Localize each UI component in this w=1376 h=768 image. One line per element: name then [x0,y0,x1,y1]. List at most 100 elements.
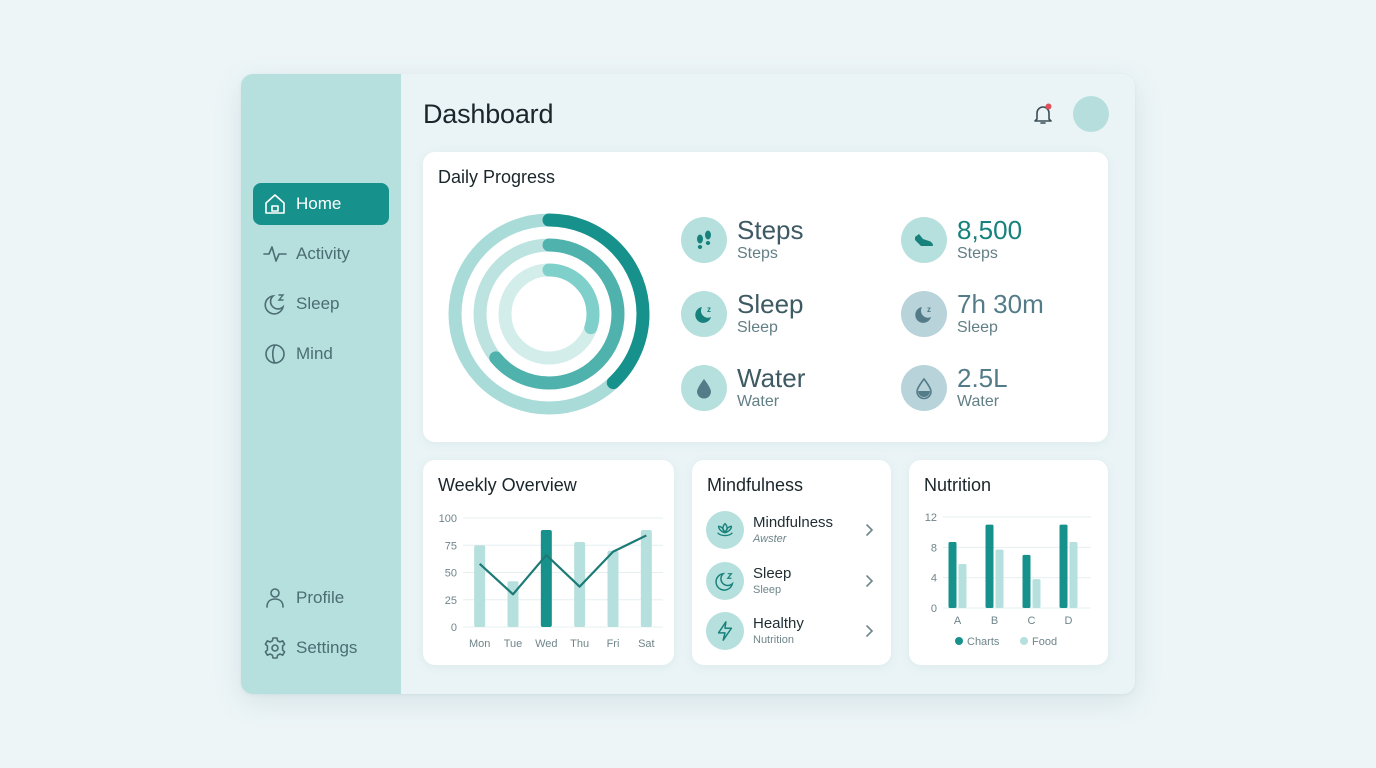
metric-steps-value: 8,500 Steps [901,216,1022,264]
mindfulness-card: Mindfulness Mindfulness Awster Sleep Sleep [692,460,891,665]
user-icon [266,588,284,608]
item-title: Sleep [753,565,792,582]
svg-text:D: D [1065,615,1073,627]
bar-Fri [607,550,619,627]
svg-text:Fri: Fri [607,638,620,650]
sidebar-item-settings[interactable]: Settings [253,627,389,669]
bar-Food-A [958,564,967,608]
legend-swatch [1020,637,1028,645]
activity-icon [263,246,287,262]
sidebar-item-sleep[interactable]: Sleep [253,283,389,325]
sidebar-item-label: Mind [296,344,333,363]
weekly-overview-chart: 0 25 50 75 100 Mon Tue Wed Thu Fri Sat [439,513,663,650]
brain-icon [265,344,285,364]
water-drop-icon [681,365,727,411]
svg-text:z: z [927,305,931,314]
trend-line [478,534,647,596]
item-title: Mindfulness [753,514,834,531]
sidebar-item-mind[interactable]: Mind [253,333,389,375]
metric-subtitle: Water [737,393,780,410]
sidebar-item-label: Activity [296,244,350,263]
metric-label: Steps [957,245,998,262]
metric-subtitle: Steps [737,245,778,262]
gear-icon [264,637,286,659]
svg-text:B: B [991,615,998,627]
sidebar-item-label: Home [296,194,342,213]
ring-inner-progress [498,263,600,365]
chevron-right-icon [866,524,874,536]
sidebar: Home Activity Sleep Mind Profile Setting… [241,74,401,694]
svg-text:25: 25 [445,595,457,607]
daily-progress-title: Daily Progress [438,167,556,187]
metric-water-value: 2.5L Water [901,364,1008,412]
item-subtitle: Sleep [753,584,782,596]
svg-text:75: 75 [445,540,457,552]
chevron-right-icon [866,575,874,587]
bar-Food-C [1032,579,1041,608]
metric-title: Sleep [737,289,804,319]
mindfulness-item-mindfulness[interactable]: Mindfulness Awster [706,509,876,551]
moon-icon [706,562,744,600]
metric-steps: Steps Steps [681,216,804,264]
item-title: Healthy [753,615,804,632]
bar-Food-D [1069,542,1078,608]
legend-swatch [955,637,963,645]
footprints-icon [681,217,727,263]
sidebar-item-home[interactable]: Home [253,183,389,225]
svg-text:4: 4 [931,573,937,585]
legend-label: Charts [967,636,1000,648]
lightning-icon [706,612,744,650]
sidebar-item-label: Settings [296,638,358,657]
svg-text:8: 8 [931,542,937,554]
sidebar-item-profile[interactable]: Profile [253,577,389,619]
bar-Charts-A [948,542,957,608]
weekly-overview-title: Weekly Overview [438,475,577,495]
app-window: Home Activity Sleep Mind Profile Setting… [241,74,1135,694]
metric-sleep: z Sleep Sleep [681,290,804,338]
svg-text:Sat: Sat [638,638,655,650]
main-content: Dashboard Daily Progress Steps Steps z Sl… [401,74,1135,694]
metric-water: Water Water [681,364,805,412]
svg-text:Tue: Tue [504,638,523,650]
bar-Food-B [995,549,1004,608]
metric-value: 8,500 [957,215,1023,245]
svg-text:0: 0 [451,622,457,634]
metric-title: Steps [737,215,804,245]
avatar[interactable] [1073,96,1109,132]
weekly-overview-card: Weekly Overview 0 25 50 75 100 Mon Tue Wed Thu Fr… [423,460,674,665]
moon-icon: z [681,291,727,337]
notification-badge [1045,103,1052,110]
bar-Wed [540,529,552,627]
moon-icon: z [901,291,947,337]
bar-Mon [474,545,486,627]
chevron-right-icon [866,625,874,637]
svg-text:100: 100 [439,513,457,525]
metric-sleep-value: z 7h 30m Sleep [901,290,1044,338]
page-title: Dashboard [423,99,554,129]
svg-text:12: 12 [925,512,937,524]
bar-Charts-C [1022,554,1031,608]
lotus-icon [706,511,744,549]
home-icon [265,194,285,214]
svg-text:Thu: Thu [570,638,589,650]
nutrition-title: Nutrition [924,475,992,495]
nutrition-card: Nutrition 0 4 8 12 A B C D Charts Food [909,460,1108,665]
metric-title: Water [737,363,806,393]
sidebar-item-activity[interactable]: Activity [253,233,389,275]
mindfulness-item-sleep[interactable]: Sleep Sleep [706,560,876,602]
metric-label: Sleep [957,319,998,336]
mindfulness-item-healthy[interactable]: Healthy Nutrition [706,610,876,652]
metric-value: 2.5L [957,363,1008,393]
svg-text:A: A [954,615,962,627]
svg-text:0: 0 [931,603,937,615]
ring-outer-progress [448,213,650,415]
moon-icon [264,294,285,315]
notification-bell-icon[interactable] [1031,102,1055,126]
item-subtitle: Awster [753,533,787,545]
svg-text:C: C [1028,615,1036,627]
bar-Charts-D [1059,524,1068,608]
ring-middle-progress [473,238,625,390]
daily-progress-card: Daily Progress Steps Steps z Sleep Sleep W… [423,152,1108,442]
metric-label: Water [957,393,1000,410]
svg-text:Mon: Mon [469,638,490,650]
